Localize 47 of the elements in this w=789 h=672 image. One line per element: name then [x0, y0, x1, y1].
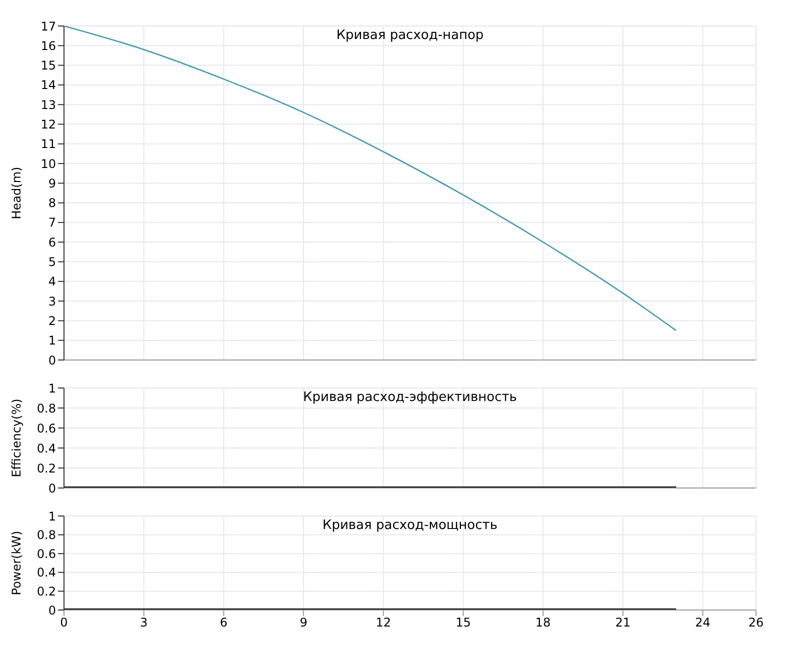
x-tick-label: 21 [615, 616, 631, 630]
y-tick-label: 13 [40, 98, 56, 112]
y-tick-label: 0 [48, 353, 56, 368]
x-tick-label: 0 [60, 616, 68, 630]
y-tick-label: 0.6 [36, 546, 56, 561]
y-tick-label: 14 [40, 78, 56, 92]
y-axis-title: Power(kW) [9, 530, 24, 596]
y-tick-label: 6 [48, 235, 56, 250]
y-tick-label: 0.4 [36, 566, 56, 580]
y-axis-title: Head(m) [9, 166, 24, 220]
y-tick-label: 15 [40, 58, 56, 73]
x-tick-label: 24 [695, 616, 710, 630]
y-tick-label: 8 [48, 196, 56, 210]
y-tick-label: 16 [40, 38, 56, 53]
y-tick-label: 11 [40, 137, 56, 152]
y-tick-label: 0.4 [36, 441, 56, 456]
y-tick-label: 0.6 [36, 421, 56, 436]
x-tick-label: 9 [300, 616, 308, 630]
y-tick-label: 10 [40, 156, 56, 171]
chart-title: Кривая расход-мощность [321, 518, 499, 533]
y-tick-label: 0.8 [36, 528, 56, 542]
y-tick-label: 7 [48, 216, 56, 230]
y-tick-label: 0 [48, 481, 56, 496]
y-tick-label: 0.8 [36, 401, 56, 416]
chart-title: Кривая расход-эффективность [302, 390, 518, 405]
x-tick-label: 12 [376, 616, 392, 630]
y-tick-label: 1 [48, 509, 56, 524]
x-tick-label: 26 [748, 616, 764, 630]
y-tick-label: 5 [48, 255, 56, 270]
y-tick-label: 0.2 [36, 584, 56, 598]
y-tick-label: 0 [48, 603, 56, 618]
y-tick-label: 3 [48, 294, 56, 308]
y-tick-label: 4 [48, 274, 56, 289]
y-axis-title: Efficiency(%) [9, 398, 24, 478]
line-series [64, 26, 677, 332]
x-tick-label: 6 [220, 616, 228, 630]
x-tick-label: 15 [456, 616, 471, 630]
chart-title: Кривая расход-напор [335, 28, 485, 43]
y-tick-label: 12 [40, 117, 56, 132]
y-tick-label: 1 [48, 334, 56, 348]
x-tick-label: 3 [140, 616, 148, 630]
y-tick-label: 9 [48, 176, 56, 190]
y-tick-label: 2 [48, 314, 56, 328]
x-tick-label: 18 [535, 616, 551, 630]
y-tick-label: 0.2 [36, 461, 56, 476]
y-tick-label: 17 [40, 19, 56, 34]
y-tick-label: 1 [48, 381, 56, 396]
